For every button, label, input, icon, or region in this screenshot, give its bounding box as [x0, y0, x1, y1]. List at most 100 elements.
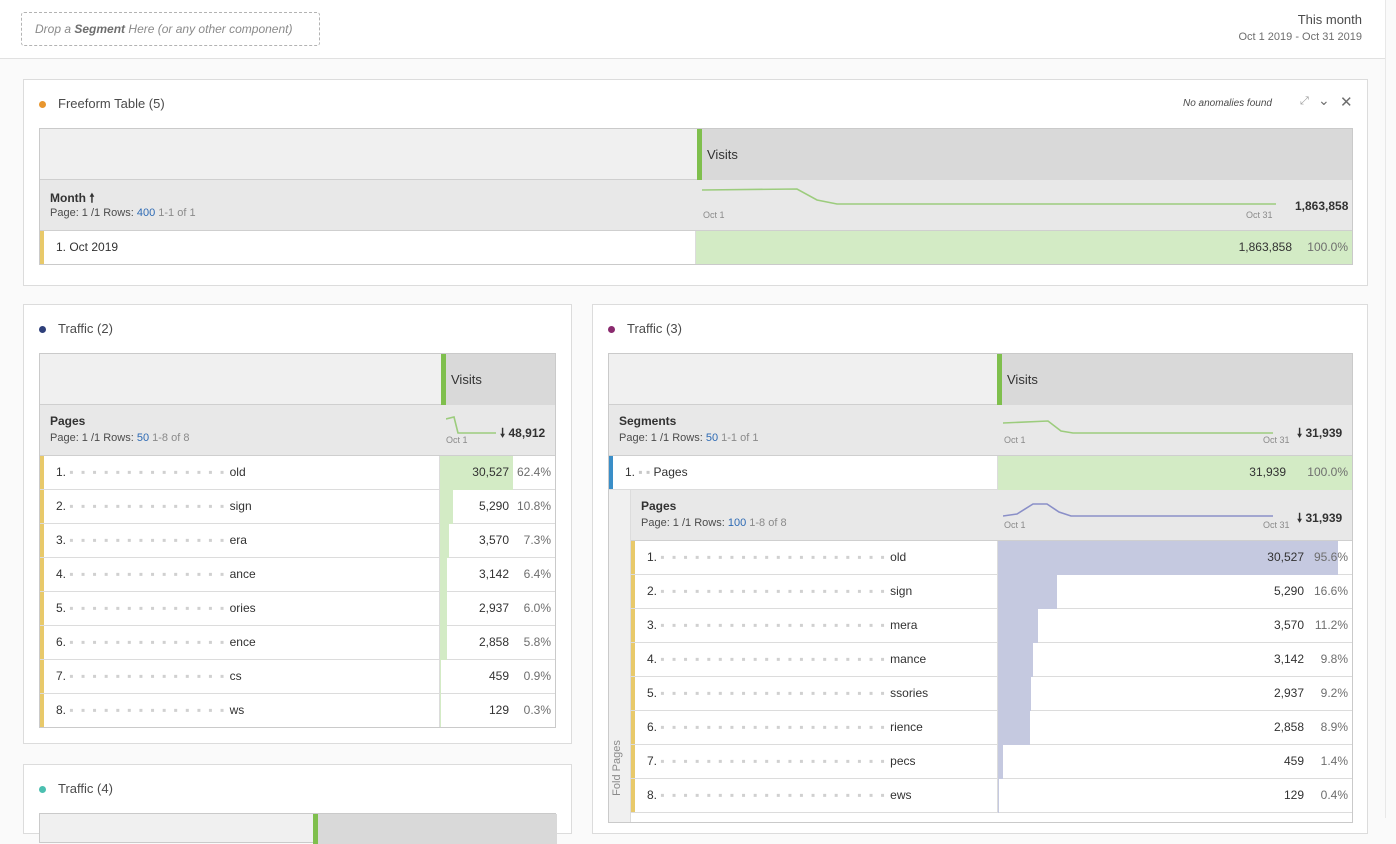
row-stripe	[40, 694, 44, 727]
rows-select[interactable]: 50	[137, 432, 149, 444]
sparkline-end: Oct 31	[1246, 210, 1273, 220]
expand-icon[interactable]: ⤢	[1300, 95, 1309, 108]
table-row[interactable]: 6. ▪ ▪ ▪ ▪ ▪ ▪ ▪ ▪ ▪ ▪ ▪ ▪ ▪ ▪ ence 2,858…	[40, 626, 556, 660]
row-stripe	[40, 592, 44, 625]
metric-pct: 16.6%	[1314, 584, 1348, 598]
metric-value: 30,527	[472, 465, 509, 479]
sort-down-icon[interactable]: 🠗	[500, 426, 505, 440]
table-row[interactable]: 3. ▪ ▪ ▪ ▪ ▪ ▪ ▪ ▪ ▪ ▪ ▪ ▪ ▪ ▪ era 3,570 7…	[40, 524, 556, 558]
metric-grip[interactable]	[441, 354, 446, 405]
panel-title[interactable]: Freeform Table (5)	[58, 96, 165, 111]
metric-value: 2,858	[479, 635, 509, 649]
close-icon[interactable]: ✕	[1340, 93, 1353, 111]
share-bar	[998, 456, 1353, 490]
date-range-title[interactable]: This month	[1298, 12, 1362, 27]
table-row[interactable]: 3. ▪ ▪ ▪ ▪ ▪ ▪ ▪ ▪ ▪ ▪ ▪ ▪ ▪ ▪ ▪ ▪ ▪ ▪ ▪…	[631, 609, 1353, 643]
metric-value: 5,290	[1274, 584, 1304, 598]
metric-total: 🠗 48,912	[500, 424, 545, 445]
table-row[interactable]: 6. ▪ ▪ ▪ ▪ ▪ ▪ ▪ ▪ ▪ ▪ ▪ ▪ ▪ ▪ ▪ ▪ ▪ ▪ ▪…	[631, 711, 1353, 745]
rows-select[interactable]: 50	[706, 432, 718, 444]
nested-header: Pages Page: 1 /1 Rows: 100 1-8 of 8 Oct …	[631, 490, 1353, 541]
metric-pct: 0.9%	[524, 669, 551, 683]
panel-title[interactable]: Traffic (2)	[58, 321, 113, 336]
metric-label: Visits	[707, 147, 738, 162]
row-stripe	[631, 575, 635, 608]
metric-value: 1,863,858	[1239, 240, 1292, 254]
date-range-value[interactable]: Oct 1 2019 - Oct 31 2019	[1238, 31, 1362, 43]
metric-value: 3,142	[479, 567, 509, 581]
row-label: 8. ▪ ▪ ▪ ▪ ▪ ▪ ▪ ▪ ▪ ▪ ▪ ▪ ▪ ▪ ws	[56, 703, 244, 717]
segment-row[interactable]: 1. ▪ ▪ Pages 31,939 100.0%	[609, 456, 1353, 490]
dimension-title[interactable]: Pages	[50, 414, 85, 428]
nested-side: Fold Pages	[609, 490, 631, 823]
row-label: 6. ▪ ▪ ▪ ▪ ▪ ▪ ▪ ▪ ▪ ▪ ▪ ▪ ▪ ▪ ence	[56, 635, 256, 649]
metric-header[interactable]	[318, 814, 557, 844]
metric-header[interactable]: Visits	[997, 354, 1353, 405]
row-label: 3. ▪ ▪ ▪ ▪ ▪ ▪ ▪ ▪ ▪ ▪ ▪ ▪ ▪ ▪ era	[56, 533, 247, 547]
metric-total: 🠗 31,939	[1297, 509, 1342, 530]
row-stripe	[40, 456, 44, 489]
metric-cell: 3,142 9.8%	[997, 643, 1353, 677]
table-row[interactable]: 5. ▪ ▪ ▪ ▪ ▪ ▪ ▪ ▪ ▪ ▪ ▪ ▪ ▪ ▪ ▪ ▪ ▪ ▪ ▪…	[631, 677, 1353, 711]
share-bar	[998, 711, 1030, 745]
metric-pct: 7.3%	[524, 533, 551, 547]
table-row[interactable]: 8. ▪ ▪ ▪ ▪ ▪ ▪ ▪ ▪ ▪ ▪ ▪ ▪ ▪ ▪ ▪ ▪ ▪ ▪ ▪…	[631, 779, 1353, 813]
rows-select[interactable]: 100	[728, 517, 746, 529]
table-row[interactable]: 1. ▪ ▪ ▪ ▪ ▪ ▪ ▪ ▪ ▪ ▪ ▪ ▪ ▪ ▪ ▪ ▪ ▪ ▪ ▪…	[631, 541, 1353, 575]
nested-sparkline	[1003, 496, 1283, 522]
metric-value: 2,858	[1274, 720, 1304, 734]
drop-zone-bold: Segment	[74, 22, 125, 36]
chevron-down-icon[interactable]: ⌄	[1318, 92, 1330, 109]
table-row[interactable]: 4. ▪ ▪ ▪ ▪ ▪ ▪ ▪ ▪ ▪ ▪ ▪ ▪ ▪ ▪ ▪ ▪ ▪ ▪ ▪…	[631, 643, 1353, 677]
metric-value: 3,142	[1274, 652, 1304, 666]
scrollbar[interactable]	[1385, 0, 1396, 818]
row-stripe	[609, 456, 613, 489]
panel-title[interactable]: Traffic (3)	[627, 321, 682, 336]
table-row[interactable]: 2. ▪ ▪ ▪ ▪ ▪ ▪ ▪ ▪ ▪ ▪ ▪ ▪ ▪ ▪ ▪ ▪ ▪ ▪ ▪…	[631, 575, 1353, 609]
row-label: 1. ▪ ▪ Pages	[625, 465, 688, 479]
metric-grip[interactable]	[997, 354, 1002, 405]
sort-down-icon[interactable]: 🠗	[1297, 426, 1302, 440]
share-bar	[440, 558, 447, 592]
metric-header[interactable]: Visits	[441, 354, 556, 405]
table-row[interactable]: 7. ▪ ▪ ▪ ▪ ▪ ▪ ▪ ▪ ▪ ▪ ▪ ▪ ▪ ▪ ▪ ▪ ▪ ▪ ▪…	[631, 745, 1353, 779]
metric-pct: 9.8%	[1321, 652, 1348, 666]
dimension-header: Pages Page: 1 /1 Rows: 50 1-8 of 8 Oct 1…	[40, 405, 556, 456]
panel-title[interactable]: Traffic (4)	[58, 781, 113, 796]
rows-select[interactable]: 400	[137, 207, 155, 219]
top-bar: Drop a Segment Here (or any other compon…	[0, 0, 1385, 59]
nested-dimension-title[interactable]: Pages	[641, 499, 676, 513]
drop-zone-suffix: Here (or any other component)	[128, 22, 292, 36]
share-bar	[440, 660, 441, 694]
metric-grip[interactable]	[697, 129, 702, 180]
sparkline-start: Oct 1	[1004, 435, 1026, 445]
pagination: Page: 1 /1 Rows: 50 1-8 of 8	[50, 432, 189, 444]
metric-value: 3,570	[1274, 618, 1304, 632]
panel-dot	[39, 326, 46, 333]
traffic-3-table: Visits Segments Page: 1 /1 Rows: 50 1-1 …	[608, 353, 1353, 823]
freeform-panel: Freeform Table (5) No anomalies found ⤢ …	[23, 79, 1368, 286]
row-label: 6. ▪ ▪ ▪ ▪ ▪ ▪ ▪ ▪ ▪ ▪ ▪ ▪ ▪ ▪ ▪ ▪ ▪ ▪ ▪…	[647, 720, 923, 734]
metric-header[interactable]: Visits	[697, 129, 1353, 180]
segment-drop-zone[interactable]: Drop a Segment Here (or any other compon…	[21, 12, 320, 46]
sort-up-icon[interactable]: 🠕	[89, 191, 94, 205]
panel-dot	[608, 326, 615, 333]
metric-pct: 100.0%	[1307, 240, 1348, 254]
metric-value: 3,570	[479, 533, 509, 547]
sort-down-icon[interactable]: 🠗	[1297, 511, 1302, 525]
dimension-title[interactable]: Segments	[619, 414, 676, 428]
row-stripe	[631, 745, 635, 778]
sparkline	[702, 186, 1276, 212]
row-label: 7. ▪ ▪ ▪ ▪ ▪ ▪ ▪ ▪ ▪ ▪ ▪ ▪ ▪ ▪ ▪ ▪ ▪ ▪ ▪…	[647, 754, 916, 768]
